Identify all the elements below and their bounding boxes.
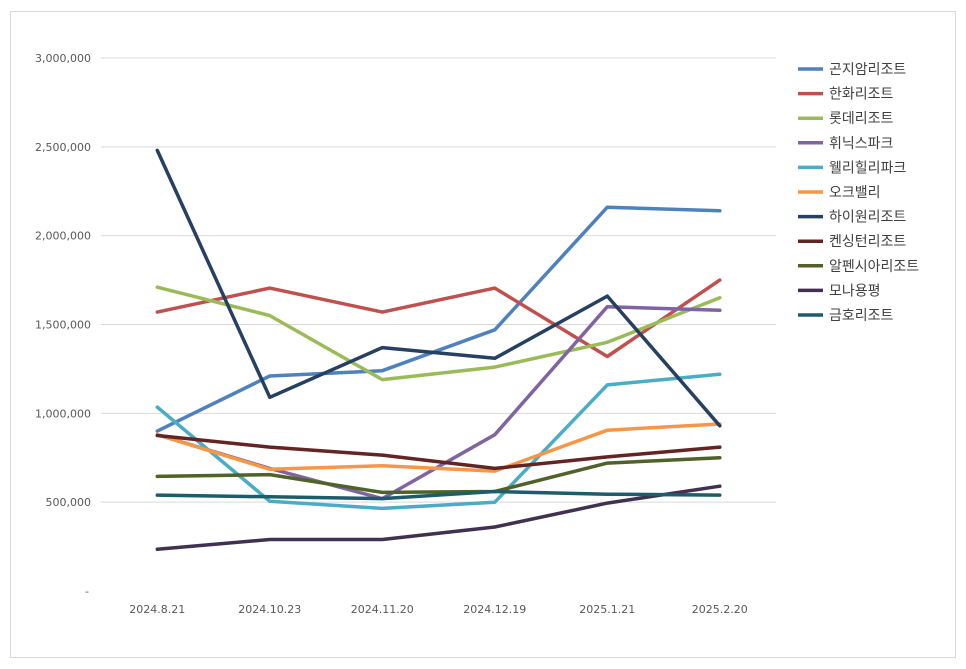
series-line-2 (155, 278, 722, 359)
legend-label: 알펜시아리조트 (829, 259, 919, 275)
legend-label: 오크밸리 (829, 185, 881, 201)
y-tick-label: 2,500,000 (35, 141, 91, 154)
series-line-5 (155, 372, 722, 511)
series-line-8 (155, 433, 722, 471)
x-tick-label: 2025.2.20 (692, 603, 748, 616)
series-line-10 (155, 484, 722, 551)
y-tick-label: 1,500,000 (35, 319, 91, 332)
y-tick-label: 2,000,000 (35, 230, 91, 243)
legend-label: 곤지암리조트 (829, 62, 906, 78)
y-tick-label: 1,000,000 (35, 407, 91, 420)
y-tick-label: 3,000,000 (35, 52, 91, 65)
y-axis-ticks: - 500,000 1,000,000 1,500,000 2,000,000 2,500… (35, 52, 91, 598)
x-tick-label: 2024.8.21 (129, 603, 185, 616)
legend-label: 금호리조트 (829, 308, 894, 324)
series-line-1 (155, 205, 722, 433)
legend: 곤지암리조트한화리조트롯데리조트휘닉스파크웰리힐리파크오크밸리하이원리조트켄싱턴… (798, 62, 919, 324)
x-axis-ticks: 2024.8.21 2024.10.23 2024.11.20 2024.12.19 2… (129, 603, 747, 616)
legend-label: 켄싱턴리조트 (829, 234, 906, 250)
series-lines (155, 148, 722, 551)
legend-label: 웰리힐리파크 (829, 160, 906, 176)
line-chart: - 500,000 1,000,000 1,500,000 2,000,000 2,500… (35, 52, 919, 616)
series-line-9 (155, 456, 722, 495)
legend-label: 휘닉스파크 (829, 136, 894, 152)
legend-label: 모나용평 (829, 283, 881, 299)
legend-label: 한화리조트 (829, 87, 894, 103)
gridlines (101, 57, 776, 503)
chart-frame: - 500,000 1,000,000 1,500,000 2,000,000 2,500… (10, 11, 956, 658)
legend-label: 하이원리조트 (829, 210, 906, 226)
y-tick-label: 500,000 (46, 496, 92, 509)
legend-label: 롯데리조트 (829, 111, 894, 127)
y-tick-label: - (85, 585, 89, 598)
x-tick-label: 2025.1.21 (579, 603, 635, 616)
series-line-6 (155, 422, 722, 473)
series-line-7 (155, 148, 722, 428)
series-line-11 (155, 489, 722, 501)
x-tick-label: 2024.12.19 (463, 603, 526, 616)
series-line-3 (155, 285, 722, 382)
x-tick-label: 2024.10.23 (238, 603, 301, 616)
x-tick-label: 2024.11.20 (351, 603, 414, 616)
